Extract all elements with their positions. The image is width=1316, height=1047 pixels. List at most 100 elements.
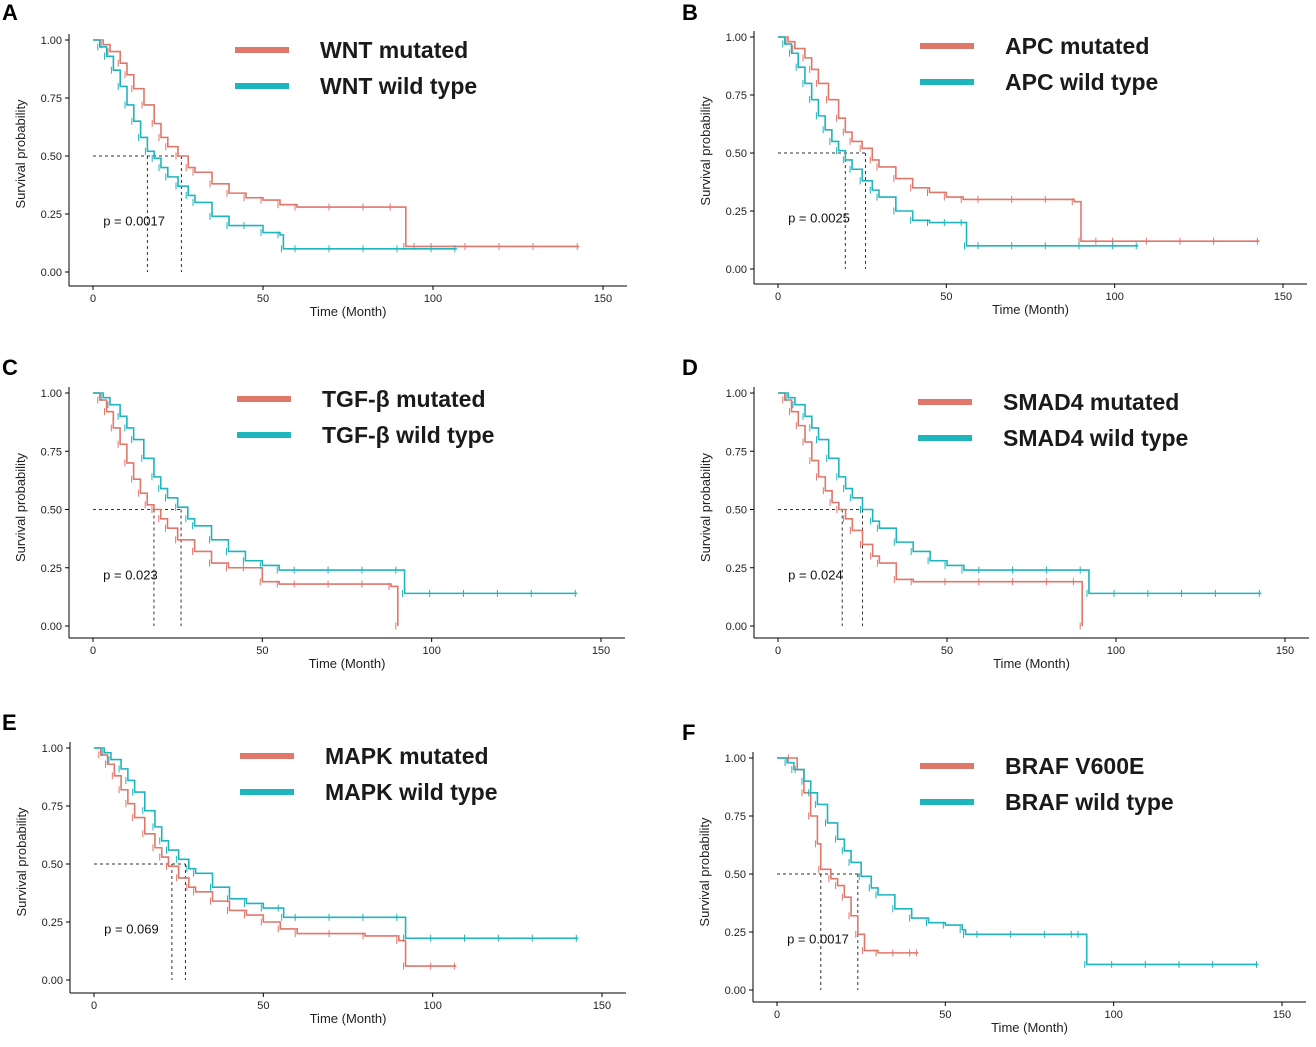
x-tick-label: 150 [593, 1000, 611, 1012]
km-curve-mutated [777, 757, 919, 954]
x-axis-label: Time (Month) [310, 1011, 387, 1026]
km-curve-mutated [778, 392, 1083, 626]
panel-letter: D [682, 355, 698, 380]
km-curve-mutated [93, 392, 399, 626]
y-tick-label: 0.25 [41, 563, 62, 575]
x-tick-label: 0 [90, 293, 96, 305]
x-tick-label: 100 [424, 293, 442, 305]
y-tick-label: 0.50 [726, 505, 747, 517]
y-tick-label: 0.25 [726, 563, 747, 575]
x-tick-label: 150 [594, 293, 612, 305]
x-tick-label: 0 [91, 1000, 97, 1012]
legend-label: SMAD4 mutated [1003, 389, 1179, 415]
y-tick-label: 0.00 [41, 267, 62, 279]
y-tick-label: 1.00 [42, 743, 63, 755]
y-tick-label: 1.00 [726, 32, 747, 44]
x-tick-label: 100 [422, 645, 440, 657]
y-axis-label: Survival probability [698, 452, 713, 562]
y-tick-label: 0.25 [41, 209, 62, 221]
panel-f: F 0.00 0.25 0.50 0.75 1.00 0 50 100 150 Time (Mont… [682, 720, 1306, 1035]
y-tick-label: 1.00 [41, 35, 62, 47]
km-curve-wild [93, 39, 457, 250]
panel-letter: E [2, 710, 17, 735]
legend-label: SMAD4 wild type [1003, 425, 1188, 451]
y-tick-label: 0.75 [41, 446, 62, 458]
x-axis-label: Time (Month) [309, 656, 386, 671]
y-tick-label: 1.00 [726, 388, 747, 400]
y-tick-label: 0.00 [42, 975, 63, 987]
y-axis-label: Survival probability [697, 817, 712, 927]
legend-label: TGF-β wild type [322, 422, 494, 448]
legend-label: WNT wild type [320, 73, 477, 99]
x-tick-label: 0 [775, 645, 781, 657]
y-tick-label: 0.25 [42, 917, 63, 929]
y-tick-label: 1.00 [725, 753, 746, 765]
panel-e: E 0.00 0.25 0.50 0.75 1.00 0 50 100 150 Time (Mont… [2, 710, 626, 1026]
x-tick-label: 50 [257, 1000, 269, 1012]
km-curve-wild [778, 392, 1262, 595]
panel-c: C 0.00 0.25 0.50 0.75 1.00 0 50 100 150 Time (Mont… [2, 355, 625, 671]
km-curve-wild [778, 36, 1139, 247]
x-axis-label: Time (Month) [991, 1020, 1068, 1035]
km-curve-mutated [778, 36, 1260, 242]
y-tick-label: 0.00 [726, 264, 747, 276]
y-tick-label: 0.50 [42, 859, 63, 871]
km-curve-wild [93, 392, 578, 595]
p-value-label: p = 0.023 [103, 567, 158, 582]
y-axis-label: Survival probability [698, 96, 713, 206]
y-tick-label: 0.00 [725, 985, 746, 997]
x-tick-label: 150 [1274, 291, 1292, 303]
km-curve-wild [94, 747, 579, 940]
legend-label: APC mutated [1005, 33, 1149, 59]
x-tick-label: 150 [592, 645, 610, 657]
x-tick-label: 100 [1107, 645, 1125, 657]
panel-b: B 0.00 0.25 0.50 0.75 1.00 0 50 100 150 Time (Mont… [682, 0, 1307, 317]
y-tick-label: 0.25 [726, 206, 747, 218]
legend-label: TGF-β mutated [322, 386, 486, 412]
y-tick-label: 1.00 [41, 388, 62, 400]
panel-letter: C [2, 355, 18, 380]
legend-label: APC wild type [1005, 69, 1158, 95]
x-tick-label: 150 [1276, 645, 1294, 657]
panel-letter: B [682, 0, 698, 25]
y-tick-label: 0.50 [41, 505, 62, 517]
y-tick-label: 0.75 [726, 446, 747, 458]
y-tick-label: 0.75 [726, 90, 747, 102]
x-tick-label: 0 [774, 1009, 780, 1021]
y-axis-label: Survival probability [13, 99, 28, 209]
x-axis-label: Time (Month) [310, 304, 387, 319]
y-tick-label: 0.50 [725, 869, 746, 881]
p-value-label: p = 0.024 [788, 567, 843, 582]
legend-label: WNT mutated [320, 37, 468, 63]
x-axis-label: Time (Month) [992, 302, 1069, 317]
x-tick-label: 50 [256, 645, 268, 657]
y-tick-label: 0.25 [725, 927, 746, 939]
x-tick-label: 0 [775, 291, 781, 303]
legend-label: MAPK mutated [325, 743, 489, 769]
x-tick-label: 50 [257, 293, 269, 305]
p-value-label: p = 0.0017 [103, 214, 165, 229]
y-tick-label: 0.50 [41, 151, 62, 163]
p-value-label: p = 0.0025 [788, 211, 850, 226]
km-curve-mutated [94, 747, 457, 967]
y-tick-label: 0.00 [41, 621, 62, 633]
legend-label: BRAF wild type [1005, 789, 1174, 815]
panel-letter: F [682, 720, 695, 745]
panel-a: A 0.00 0.25 0.50 0.75 1.00 0 50 100 150 Time (Mont… [2, 0, 627, 319]
x-tick-label: 0 [90, 645, 96, 657]
y-tick-label: 0.00 [726, 621, 747, 633]
y-tick-label: 0.75 [42, 801, 63, 813]
x-tick-label: 150 [1273, 1009, 1291, 1021]
y-tick-label: 0.75 [41, 93, 62, 105]
x-tick-label: 100 [423, 1000, 441, 1012]
x-tick-label: 100 [1105, 291, 1123, 303]
x-tick-label: 50 [941, 645, 953, 657]
y-axis-label: Survival probability [13, 452, 28, 562]
y-tick-label: 0.75 [725, 811, 746, 823]
x-tick-label: 100 [1104, 1009, 1122, 1021]
legend-label: BRAF V600E [1005, 753, 1144, 779]
x-tick-label: 50 [940, 291, 952, 303]
panel-d: D 0.00 0.25 0.50 0.75 1.00 0 50 100 150 Time (Mont… [682, 355, 1309, 671]
km-curve-mutated [93, 39, 580, 248]
